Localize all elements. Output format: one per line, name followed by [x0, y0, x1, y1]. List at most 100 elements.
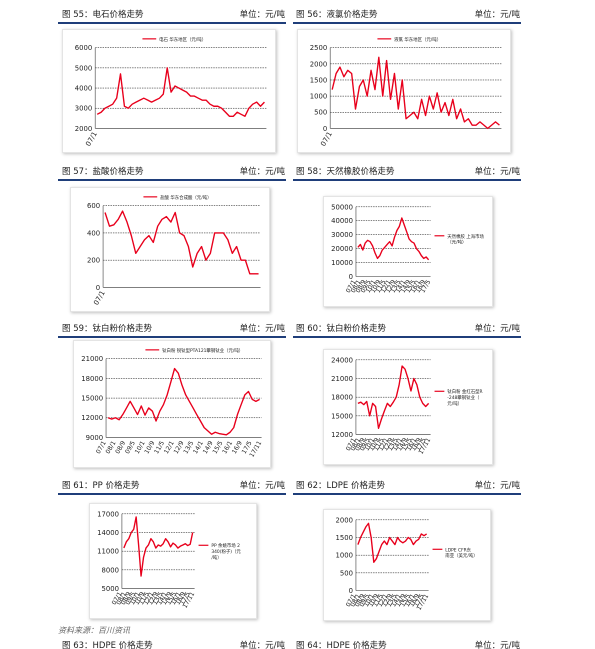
y-tick-label: 20000 [331, 245, 353, 253]
legend-label: PP 余姚市场 2 340(粉子)（元/吨） [211, 542, 241, 561]
y-tick-label: 10000 [331, 259, 353, 267]
figure-unit: 单位：元/吨 [474, 324, 520, 334]
caption-rule [58, 336, 286, 338]
caption-rule [293, 179, 521, 181]
y-tick-label: 500 [340, 569, 353, 577]
y-tick-label: 4000 [75, 85, 93, 93]
y-tick-label: 0 [349, 273, 353, 281]
series-line [357, 522, 428, 563]
figure-unit: 单位：元/吨 [474, 481, 520, 491]
figure-caption: 图 63：HDPE 价格走势 [62, 641, 153, 649]
chart-svg: 5000040000300002000010000007/108/108/909… [331, 203, 484, 294]
legend-label: 天然橡胶 上海市场（元/吨） [447, 233, 484, 246]
y-tick-label: 24000 [331, 356, 353, 364]
chart-svg: 600 400 200 007/1 盐酸 华东合成酸（元/吨） [87, 194, 261, 307]
chart-panel-titanium-dioxide-rutile: 24000 21000 18000 15000 12000 07/1 08/1 08/9 09/… [323, 349, 493, 465]
chart-panel-pp: 17000 14000 11000 8000 5000 07/1 08/1 08/9 09/5 1… [89, 503, 257, 619]
y-tick-label: 0 [96, 284, 100, 292]
figure-caption: 图 58：天然橡胶价格走势 [296, 167, 395, 177]
y-tick-label: 2500 [310, 44, 328, 52]
chart-svg: 21000180001500012000900007/108/108/909/5… [81, 347, 263, 459]
caption-rule [58, 179, 286, 181]
y-tick-label: 8000 [101, 566, 118, 574]
chart-svg: 240002100018000150001200007/108/108/909/… [331, 356, 482, 455]
series-line [357, 365, 430, 430]
legend-label: 钛白粉 锐钛型PTA121攀钢钛业（元/吨） [162, 347, 243, 354]
y-tick-label: 2000 [310, 60, 328, 68]
series-line [96, 67, 265, 117]
caption-rule [58, 493, 286, 495]
y-tick-label: 1500 [310, 76, 328, 84]
figure-unit: 单位：元/吨 [239, 10, 285, 20]
caption-rule [293, 493, 521, 495]
series-line [331, 56, 500, 130]
y-tick-label: 0 [323, 125, 327, 133]
figure-caption: 图 59：钛白粉价格走势 [62, 324, 153, 334]
caption-rule [58, 22, 286, 24]
y-tick-label: 18000 [81, 375, 103, 383]
y-tick-label: 2000 [75, 125, 93, 133]
legend-label: 盐酸 华东合成酸（元/吨） [160, 194, 211, 201]
chart-svg: 200015001000500007/108/108/909/510/110/9… [336, 516, 478, 611]
y-tick-label: 12000 [81, 414, 103, 422]
y-tick-label: 30000 [331, 231, 353, 239]
figure-unit: 单位：元/吨 [474, 641, 520, 649]
y-tick-label: 5000 [101, 585, 118, 593]
y-tick-label: 14000 [97, 529, 119, 537]
y-tick-label: 1000 [336, 552, 353, 560]
legend-label: LDPE CFR东南亚（美元/吨） [445, 546, 477, 559]
source-note: 资料来源：百川资讯 [58, 626, 130, 635]
y-tick-label: 12000 [331, 431, 353, 439]
x-tick-label: 07/1 [319, 130, 334, 147]
chart-panel-ldpe: 2000 1500 1000 500 0 07/1 08/1 08/9 09/5 10/1 10/9… [323, 509, 491, 621]
y-tick-label: 18000 [331, 394, 353, 402]
figure-unit: 单位：元/吨 [239, 641, 285, 649]
y-tick-label: 400 [87, 229, 100, 237]
figure-caption: 图 64：HDPE 价格走势 [296, 641, 387, 649]
y-tick-label: 15000 [81, 395, 103, 403]
legend-label: 钛白粉 金红石型R -248攀钢钛业（元/吨） [447, 388, 482, 407]
legend-label: 液氯 华东地区（元/吨） [394, 36, 441, 43]
y-tick-label: 1500 [336, 534, 353, 542]
y-tick-label: 21000 [81, 355, 103, 363]
y-tick-label: 11000 [97, 548, 119, 556]
caption-rule [293, 22, 521, 24]
y-tick-label: 6000 [75, 44, 93, 52]
figure-caption: 图 61：PP 价格走势 [62, 481, 140, 491]
figure-caption: 图 62：LDPE 价格走势 [296, 481, 385, 491]
y-tick-label: 15000 [331, 412, 353, 420]
figure-caption: 图 57：盐酸价格走势 [62, 167, 144, 177]
y-tick-label: 17000 [97, 510, 119, 518]
chart-panel-titanium-dioxide-anatase: 21000 18000 15000 12000 9000 07/1 08/1 08/9 09/5… [73, 340, 271, 468]
chart-panel-natural-rubber: 50000 40000 30000 20000 10000 0 07/1 08/1 08/9 09… [323, 196, 493, 307]
y-tick-label: 9000 [86, 434, 104, 442]
series-line [104, 210, 259, 275]
figure-unit: 单位：元/吨 [239, 324, 285, 334]
figure-unit: 单位：元/吨 [239, 167, 285, 177]
y-tick-label: 600 [87, 202, 100, 210]
x-tick-label: 07/1 [84, 130, 99, 147]
series-line [107, 367, 260, 436]
chart-panel-liquid-chlorine: 2500 2000 1500 1000 500 0 07/1 液氯 华东地区（元/吨） [297, 29, 511, 153]
legend-label: 电石 华东地区（元/吨） [159, 36, 206, 43]
y-tick-label: 5000 [75, 64, 93, 72]
chart-svg: 2500 2000 1500 1000 500 007/1 液氯 华东地区（元/吨） [310, 36, 502, 148]
figure-caption: 图 56：液氯价格走势 [296, 10, 378, 20]
figure-caption: 图 55：电石价格走势 [62, 10, 144, 20]
y-tick-label: 200 [87, 257, 100, 265]
figure-unit: 单位：元/吨 [239, 481, 285, 491]
series-line [123, 516, 194, 577]
y-tick-label: 50000 [331, 203, 353, 211]
y-tick-label: 500 [314, 109, 327, 117]
chart-panel-calcium-carbide: 6000 5000 4000 3000 2000 07/1 电石 华东地区（元/吨） [62, 29, 276, 153]
y-tick-label: 3000 [75, 105, 93, 113]
y-tick-label: 2000 [336, 516, 353, 524]
figure-unit: 单位：元/吨 [474, 167, 520, 177]
chart-panel-hydrochloric-acid: 600 400 200 0 07/1 盐酸 华东合成酸（元/吨） [70, 187, 270, 312]
y-tick-label: 40000 [331, 217, 353, 225]
figure-unit: 单位：元/吨 [474, 10, 520, 20]
y-tick-label: 1000 [310, 93, 328, 101]
figure-caption: 图 60：钛白粉价格走势 [296, 324, 387, 334]
caption-rule [293, 336, 521, 338]
